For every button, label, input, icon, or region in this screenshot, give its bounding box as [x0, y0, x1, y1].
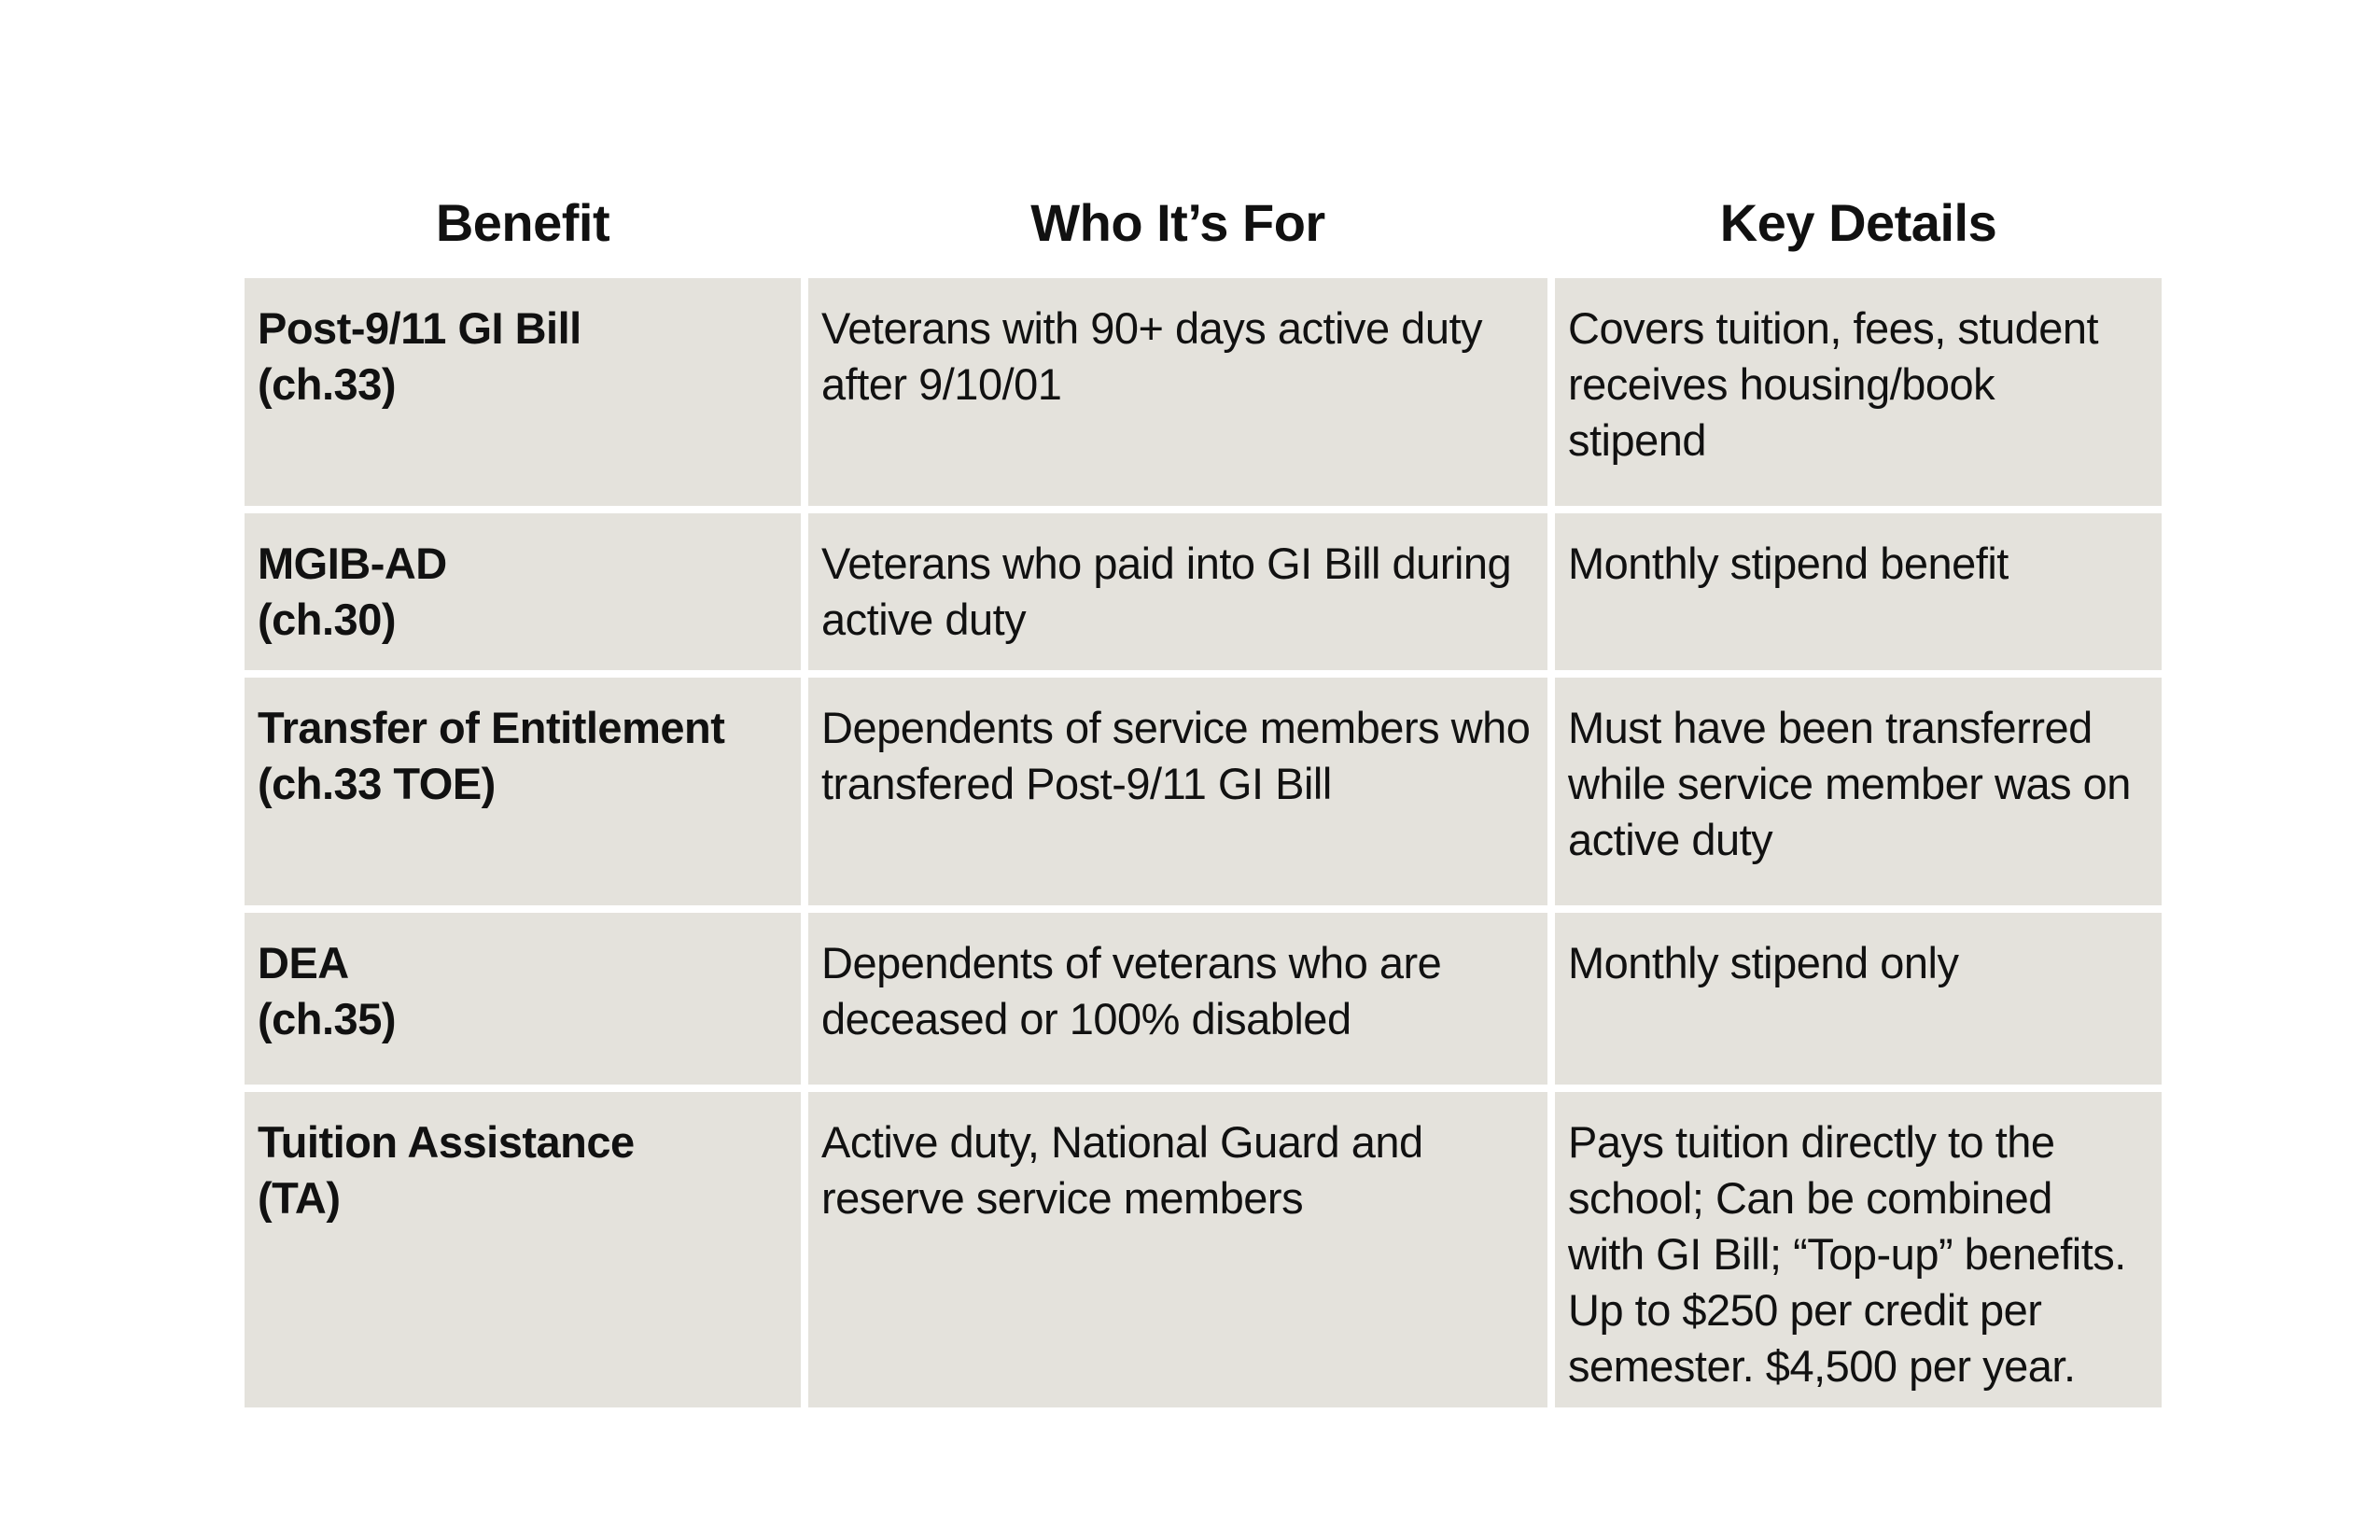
who-cell: Dependents of service members who transf…: [808, 678, 1547, 905]
benefit-cell: MGIB-AD (ch.30): [245, 513, 801, 670]
benefit-name: Post-9/11 GI Bill: [258, 303, 581, 353]
details-line: Must have been transferred: [1568, 703, 2093, 752]
details-line: Pays tuition directly to the: [1568, 1117, 2055, 1167]
benefit-chapter: (ch.33 TOE): [258, 759, 496, 808]
who-line: after 9/10/01: [821, 359, 1062, 409]
who-line: Veterans with 90+ days active duty: [821, 303, 1483, 353]
who-line: reserve service members: [821, 1173, 1304, 1223]
details-line: school; Can be combined: [1568, 1173, 2052, 1223]
details-line: Covers tuition, fees, student: [1568, 303, 2099, 353]
benefit-chapter: (ch.30): [258, 595, 397, 644]
who-cell: Veterans who paid into GI Bill during ac…: [808, 513, 1547, 670]
benefit-chapter: (ch.33): [258, 359, 397, 409]
who-cell: Veterans with 90+ days active duty after…: [808, 278, 1547, 506]
benefit-name: MGIB-AD: [258, 539, 447, 588]
benefit-name: Tuition Assistance: [258, 1117, 635, 1167]
who-cell: Active duty, National Guard and reserve …: [808, 1092, 1547, 1407]
benefit-name: Transfer of Entitlement: [258, 703, 725, 752]
table-row: Post-9/11 GI Bill (ch.33) Veterans with …: [245, 278, 2162, 506]
table-row: Transfer of Entitlement (ch.33 TOE) Depe…: [245, 678, 2162, 905]
table-row: Tuition Assistance (TA) Active duty, Nat…: [245, 1092, 2162, 1407]
benefit-chapter: (TA): [258, 1173, 341, 1223]
header-key-details: Key Details: [1719, 192, 1997, 252]
header-row: Benefit Who It’s For Key Details: [245, 175, 2162, 271]
details-line: stipend: [1568, 415, 1707, 465]
benefit-chapter: (ch.35): [258, 994, 397, 1043]
table-row: MGIB-AD (ch.30) Veterans who paid into G…: [245, 513, 2162, 670]
benefit-cell: Transfer of Entitlement (ch.33 TOE): [245, 678, 801, 905]
benefits-table-container: Benefit Who It’s For Key Details Post-9/…: [245, 175, 2162, 1415]
who-line: Dependents of veterans who are: [821, 938, 1442, 987]
details-cell: Monthly stipend benefit: [1555, 513, 2162, 670]
details-line: receives housing/book: [1568, 359, 1995, 409]
details-line: with GI Bill; “Top-up” benefits.: [1568, 1229, 2126, 1279]
details-line: Monthly stipend only: [1568, 938, 1959, 987]
details-cell: Covers tuition, fees, student receives h…: [1555, 278, 2162, 506]
benefit-name: DEA: [258, 938, 349, 987]
details-line: while service member was on: [1568, 759, 2131, 808]
details-line: Up to $250 per credit per: [1568, 1285, 2042, 1335]
benefit-cell: DEA (ch.35): [245, 913, 801, 1085]
benefits-table: Benefit Who It’s For Key Details Post-9/…: [237, 168, 2169, 1415]
details-line: Monthly stipend benefit: [1568, 539, 2009, 588]
who-line: Dependents of service members who: [821, 703, 1531, 752]
header-benefit: Benefit: [435, 192, 610, 252]
who-line: transfered Post-9/11 GI Bill: [821, 759, 1332, 808]
header-who-its-for: Who It’s For: [1030, 192, 1325, 252]
benefit-cell: Tuition Assistance (TA): [245, 1092, 801, 1407]
details-line: active duty: [1568, 815, 1773, 864]
details-cell: Must have been transferred while service…: [1555, 678, 2162, 905]
who-line: Active duty, National Guard and: [821, 1117, 1423, 1167]
details-cell: Pays tuition directly to the school; Can…: [1555, 1092, 2162, 1407]
who-line: active duty: [821, 595, 1027, 644]
details-line: semester. $4,500 per year.: [1568, 1341, 2076, 1391]
benefit-cell: Post-9/11 GI Bill (ch.33): [245, 278, 801, 506]
details-cell: Monthly stipend only: [1555, 913, 2162, 1085]
who-line: deceased or 100% disabled: [821, 994, 1351, 1043]
who-line: Veterans who paid into GI Bill during: [821, 539, 1512, 588]
table-row: DEA (ch.35) Dependents of veterans who a…: [245, 913, 2162, 1085]
who-cell: Dependents of veterans who are deceased …: [808, 913, 1547, 1085]
